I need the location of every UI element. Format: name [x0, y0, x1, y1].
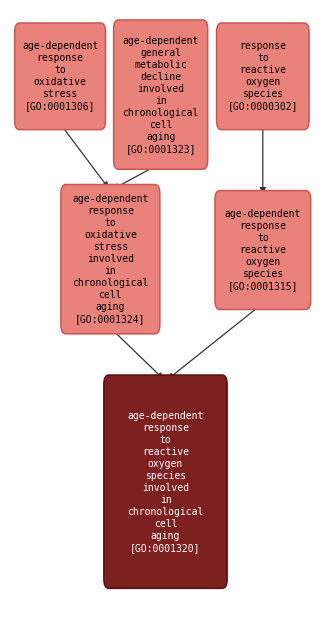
Text: age-dependent
general
metabolic
decline
involved
in
chronological
cell
aging
[GO: age-dependent general metabolic decline … [122, 35, 199, 154]
FancyBboxPatch shape [15, 23, 106, 129]
Text: age-dependent
response
to
reactive
oxygen
species
[GO:0001315]: age-dependent response to reactive oxyge… [225, 209, 301, 291]
Text: response
to
reactive
oxygen
species
[GO:0000302]: response to reactive oxygen species [GO:… [228, 41, 298, 111]
FancyBboxPatch shape [104, 375, 227, 588]
Text: age-dependent
response
to
oxidative
stress
involved
in
chronological
cell
aging
: age-dependent response to oxidative stre… [72, 194, 149, 324]
FancyBboxPatch shape [215, 190, 311, 310]
FancyBboxPatch shape [216, 23, 309, 129]
Text: age-dependent
response
to
reactive
oxygen
species
involved
in
chronological
cell: age-dependent response to reactive oxyge… [127, 411, 204, 553]
FancyBboxPatch shape [114, 20, 208, 169]
FancyBboxPatch shape [61, 185, 160, 334]
Text: age-dependent
response
to
oxidative
stress
[GO:0001306]: age-dependent response to oxidative stre… [22, 41, 98, 111]
